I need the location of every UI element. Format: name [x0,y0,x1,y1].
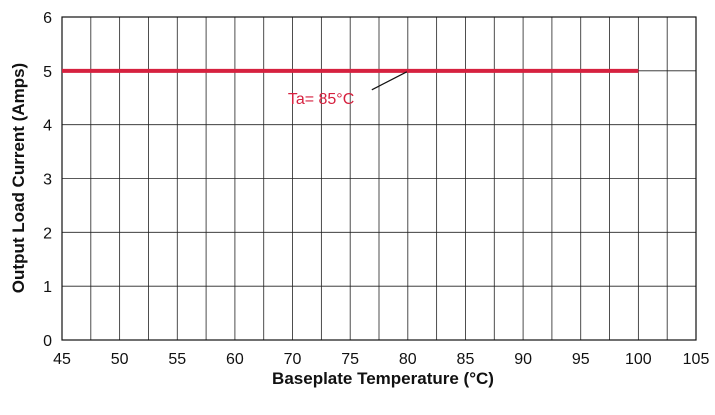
y-tick-label: 5 [43,64,52,81]
series-annotation-label: Ta= 85°C [288,91,354,108]
x-tick-label: 50 [111,351,129,368]
x-tick-label: 100 [625,351,652,368]
x-axis-title: Baseplate Temperature (°C) [272,369,494,388]
annotation-layer: Ta= 85°C [288,71,408,108]
y-tick-labels: 0 1 2 3 4 5 6 [43,10,52,350]
x-tick-label: 80 [399,351,417,368]
x-tick-label: 45 [53,351,71,368]
x-tick-label: 60 [226,351,244,368]
plot-frame [61,16,697,341]
x-tick-label: 90 [514,351,532,368]
x-tick-label: 85 [457,351,475,368]
x-tick-label: 70 [284,351,302,368]
y-tick-label: 6 [43,10,52,27]
y-axis-title: Output Load Current (Amps) [9,63,28,293]
y-tick-label: 4 [43,118,52,135]
x-tick-label: 95 [572,351,590,368]
y-tick-label: 3 [43,172,52,189]
y-tick-label: 2 [43,225,52,242]
x-tick-label: 75 [341,351,359,368]
y-tick-label: 1 [43,279,52,296]
y-tick-label: 0 [43,333,52,350]
annotation-leader-line [371,71,408,91]
x-tick-label: 105 [683,351,710,368]
x-tick-labels: 45 50 55 60 70 75 80 85 90 95 100 105 [53,351,709,368]
x-tick-label: 55 [168,351,186,368]
